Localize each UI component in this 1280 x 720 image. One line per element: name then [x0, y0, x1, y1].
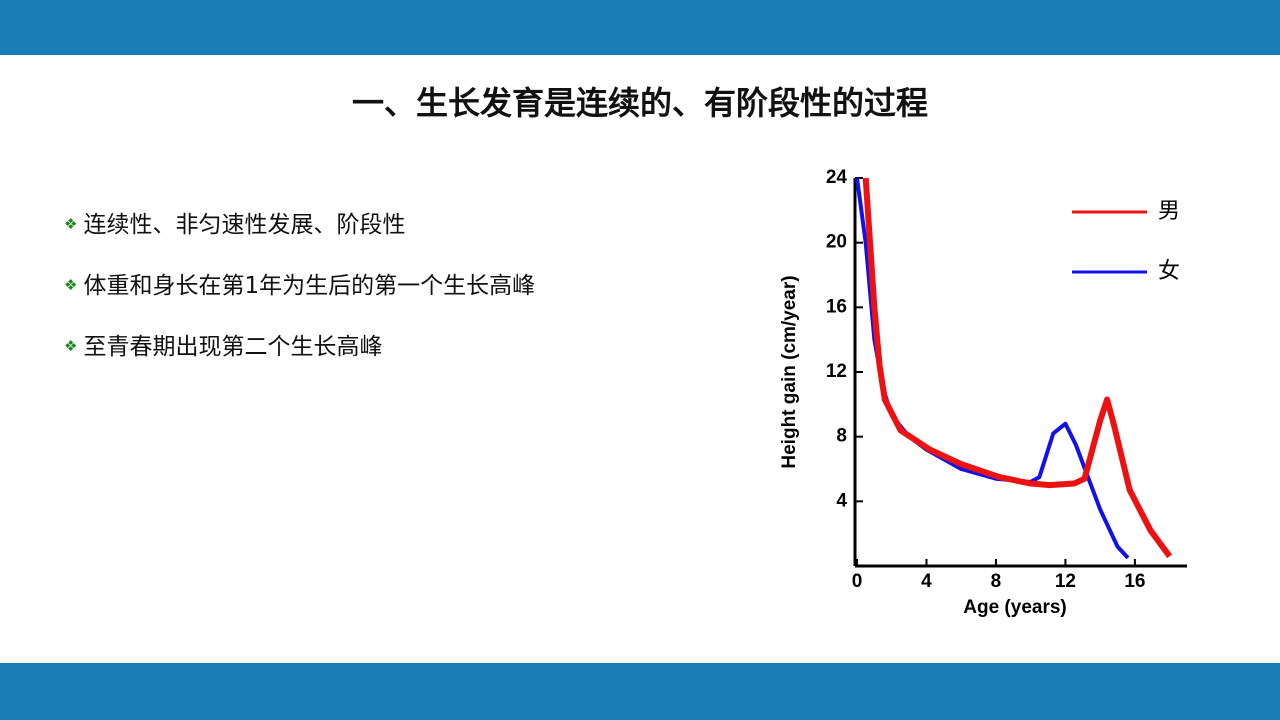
top-bar [0, 0, 1280, 55]
y-tick-label: 8 [836, 426, 847, 447]
x-tick-label: 16 [1124, 571, 1145, 592]
bullet-text: 连续性、非匀速性发展、阶段性 [83, 212, 406, 238]
legend-label: 男 [1158, 198, 1180, 223]
y-tick-label: 4 [836, 490, 847, 511]
legend-label: 女 [1158, 258, 1180, 283]
bottom-bar [0, 663, 1280, 720]
bullet: ❖ 至青春期出现第二个生长高峰 [64, 334, 383, 360]
bullet: ❖ 体重和身长在第1年为生后的第一个生长高峰 [64, 273, 536, 299]
x-tick-label: 4 [921, 571, 932, 592]
y-tick-label: 24 [826, 167, 848, 188]
bullet-text: 至青春期出现第二个生长高峰 [83, 334, 383, 360]
y-tick-label: 16 [826, 296, 847, 317]
y-tick-label: 12 [826, 361, 847, 382]
x-axis-label: Age (years) [963, 597, 1067, 618]
series-line [862, 177, 1173, 559]
y-tick-label: 20 [826, 232, 847, 253]
x-tick-label: 12 [1055, 571, 1076, 592]
bullet: ❖ 连续性、非匀速性发展、阶段性 [64, 212, 406, 238]
slide-title: 一、生长发育是连续的、有阶段性的过程 [351, 84, 928, 122]
series-line [855, 177, 1130, 560]
y-axis-label: Height gain (cm/year) [779, 275, 800, 468]
x-tick-label: 0 [852, 571, 863, 592]
x-tick-label: 8 [991, 571, 1002, 592]
bullet-text: 体重和身长在第1年为生后的第一个生长高峰 [83, 273, 536, 299]
